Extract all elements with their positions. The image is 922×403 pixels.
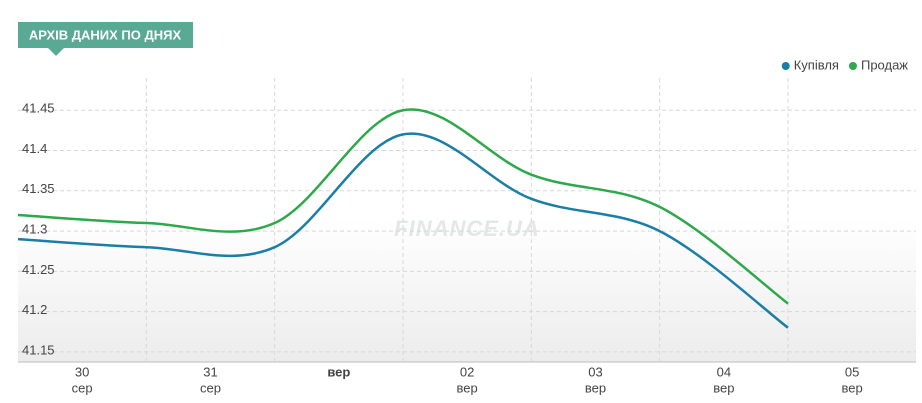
x-tick-month: сер <box>200 380 221 395</box>
x-tick-month: вер <box>842 380 863 395</box>
x-tick-month: вер <box>713 380 734 395</box>
x-tick-label: 04 <box>717 364 731 379</box>
y-tick-label: 41.2 <box>22 302 47 317</box>
x-tick-month: вер <box>457 380 478 395</box>
y-tick-label: 41.3 <box>22 222 47 237</box>
x-tick-label: 02 <box>460 364 474 379</box>
x-tick-month: сер <box>72 380 93 395</box>
header-title: АРХІВ ДАНИХ ПО ДНЯХ <box>29 27 182 42</box>
x-tick-label: 30 <box>75 364 89 379</box>
legend-marker <box>848 62 857 70</box>
x-tick-month: вер <box>327 364 350 379</box>
badge-pointer <box>48 48 64 56</box>
series-line <box>17 132 789 329</box>
series-line <box>17 108 789 305</box>
x-tick-label: 03 <box>588 364 602 379</box>
x-tick-label: 05 <box>845 364 859 379</box>
y-tick-label: 41.4 <box>22 141 47 156</box>
y-tick-label: 41.15 <box>22 342 55 357</box>
legend-label: Купівля <box>794 57 839 72</box>
y-tick-label: 41.35 <box>22 181 55 196</box>
y-tick-label: 41.25 <box>22 262 55 277</box>
y-tick-label: 41.45 <box>22 101 55 116</box>
legend-label: Продаж <box>861 57 908 72</box>
x-tick-month: вер <box>585 380 606 395</box>
header-badge <box>18 22 193 48</box>
watermark: FINANCE.UA <box>394 216 540 241</box>
x-tick-label: 31 <box>203 364 217 379</box>
plot-area <box>18 78 916 362</box>
legend-marker <box>781 62 790 70</box>
